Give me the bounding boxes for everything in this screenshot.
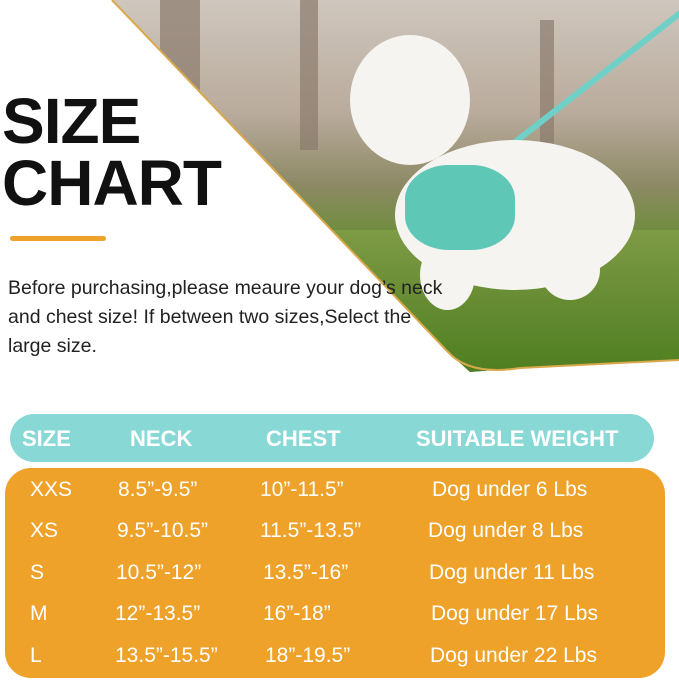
cell-weight: Dog under 11 Lbs: [429, 561, 595, 584]
cell-weight: Dog under 17 Lbs: [431, 602, 598, 625]
page-title: SIZE CHART: [2, 85, 222, 219]
cell-chest: 16”-18”: [263, 602, 331, 625]
table-row: XXS 8.5”-9.5” 10”-11.5” Dog under 6 Lbs: [5, 470, 665, 510]
title-underline: [10, 236, 106, 241]
table-row: XS 9.5”-10.5” 11.5”-13.5” Dog under 8 Lb…: [5, 511, 665, 551]
cell-chest: 18”-19.5”: [265, 644, 351, 667]
harness: [405, 165, 515, 250]
tree-trunk: [300, 0, 318, 150]
cell-neck: 8.5”-9.5”: [118, 478, 198, 501]
photo-border-line: [111, 0, 679, 371]
intro-text: Before purchasing,please meaure your dog…: [8, 277, 443, 357]
cell-weight: Dog under 6 Lbs: [432, 478, 588, 501]
size-table: XXS 8.5”-9.5” 10”-11.5” Dog under 6 Lbs …: [5, 468, 665, 678]
table-row: S 10.5”-12” 13.5”-16” Dog under 11 Lbs: [5, 553, 665, 593]
dog-leg: [540, 240, 600, 300]
cell-size: M: [30, 602, 48, 625]
dog-head: [350, 35, 470, 165]
dog-leg: [420, 240, 475, 310]
cell-weight: Dog under 8 Lbs: [428, 519, 584, 542]
cell-chest: 11.5”-13.5”: [260, 519, 362, 542]
tree-trunk: [540, 20, 554, 180]
table-header: SIZE NECK CHEST SUITABLE WEIGHT: [10, 414, 654, 462]
table-row: M 12”-13.5” 16”-18” Dog under 17 Lbs: [5, 594, 665, 634]
cell-neck: 12”-13.5”: [115, 602, 201, 625]
cell-chest: 13.5”-16”: [263, 561, 349, 584]
cell-chest: 10”-11.5”: [260, 478, 344, 501]
header-neck: NECK: [130, 426, 193, 451]
title-line-2: CHART: [2, 147, 222, 219]
table-row: L 13.5”-15.5” 18”-19.5” Dog under 22 Lbs: [5, 636, 665, 676]
header-weight: SUITABLE WEIGHT: [416, 426, 619, 451]
header-size: SIZE: [22, 426, 71, 451]
cell-size: L: [30, 644, 42, 667]
header-chest: CHEST: [266, 426, 341, 451]
cell-neck: 13.5”-15.5”: [115, 644, 218, 667]
cell-size: XS: [30, 519, 59, 542]
cell-neck: 10.5”-12”: [116, 561, 202, 584]
cell-weight: Dog under 22 Lbs: [430, 644, 597, 667]
title-line-1: SIZE: [2, 85, 141, 157]
cell-size: XXS: [30, 478, 73, 501]
cell-neck: 9.5”-10.5”: [117, 519, 209, 542]
cell-size: S: [30, 561, 45, 584]
